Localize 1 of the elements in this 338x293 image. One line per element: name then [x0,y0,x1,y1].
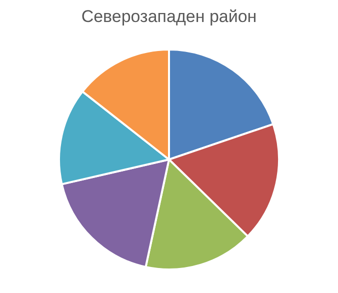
chart-title: Северозападен район [81,7,257,26]
